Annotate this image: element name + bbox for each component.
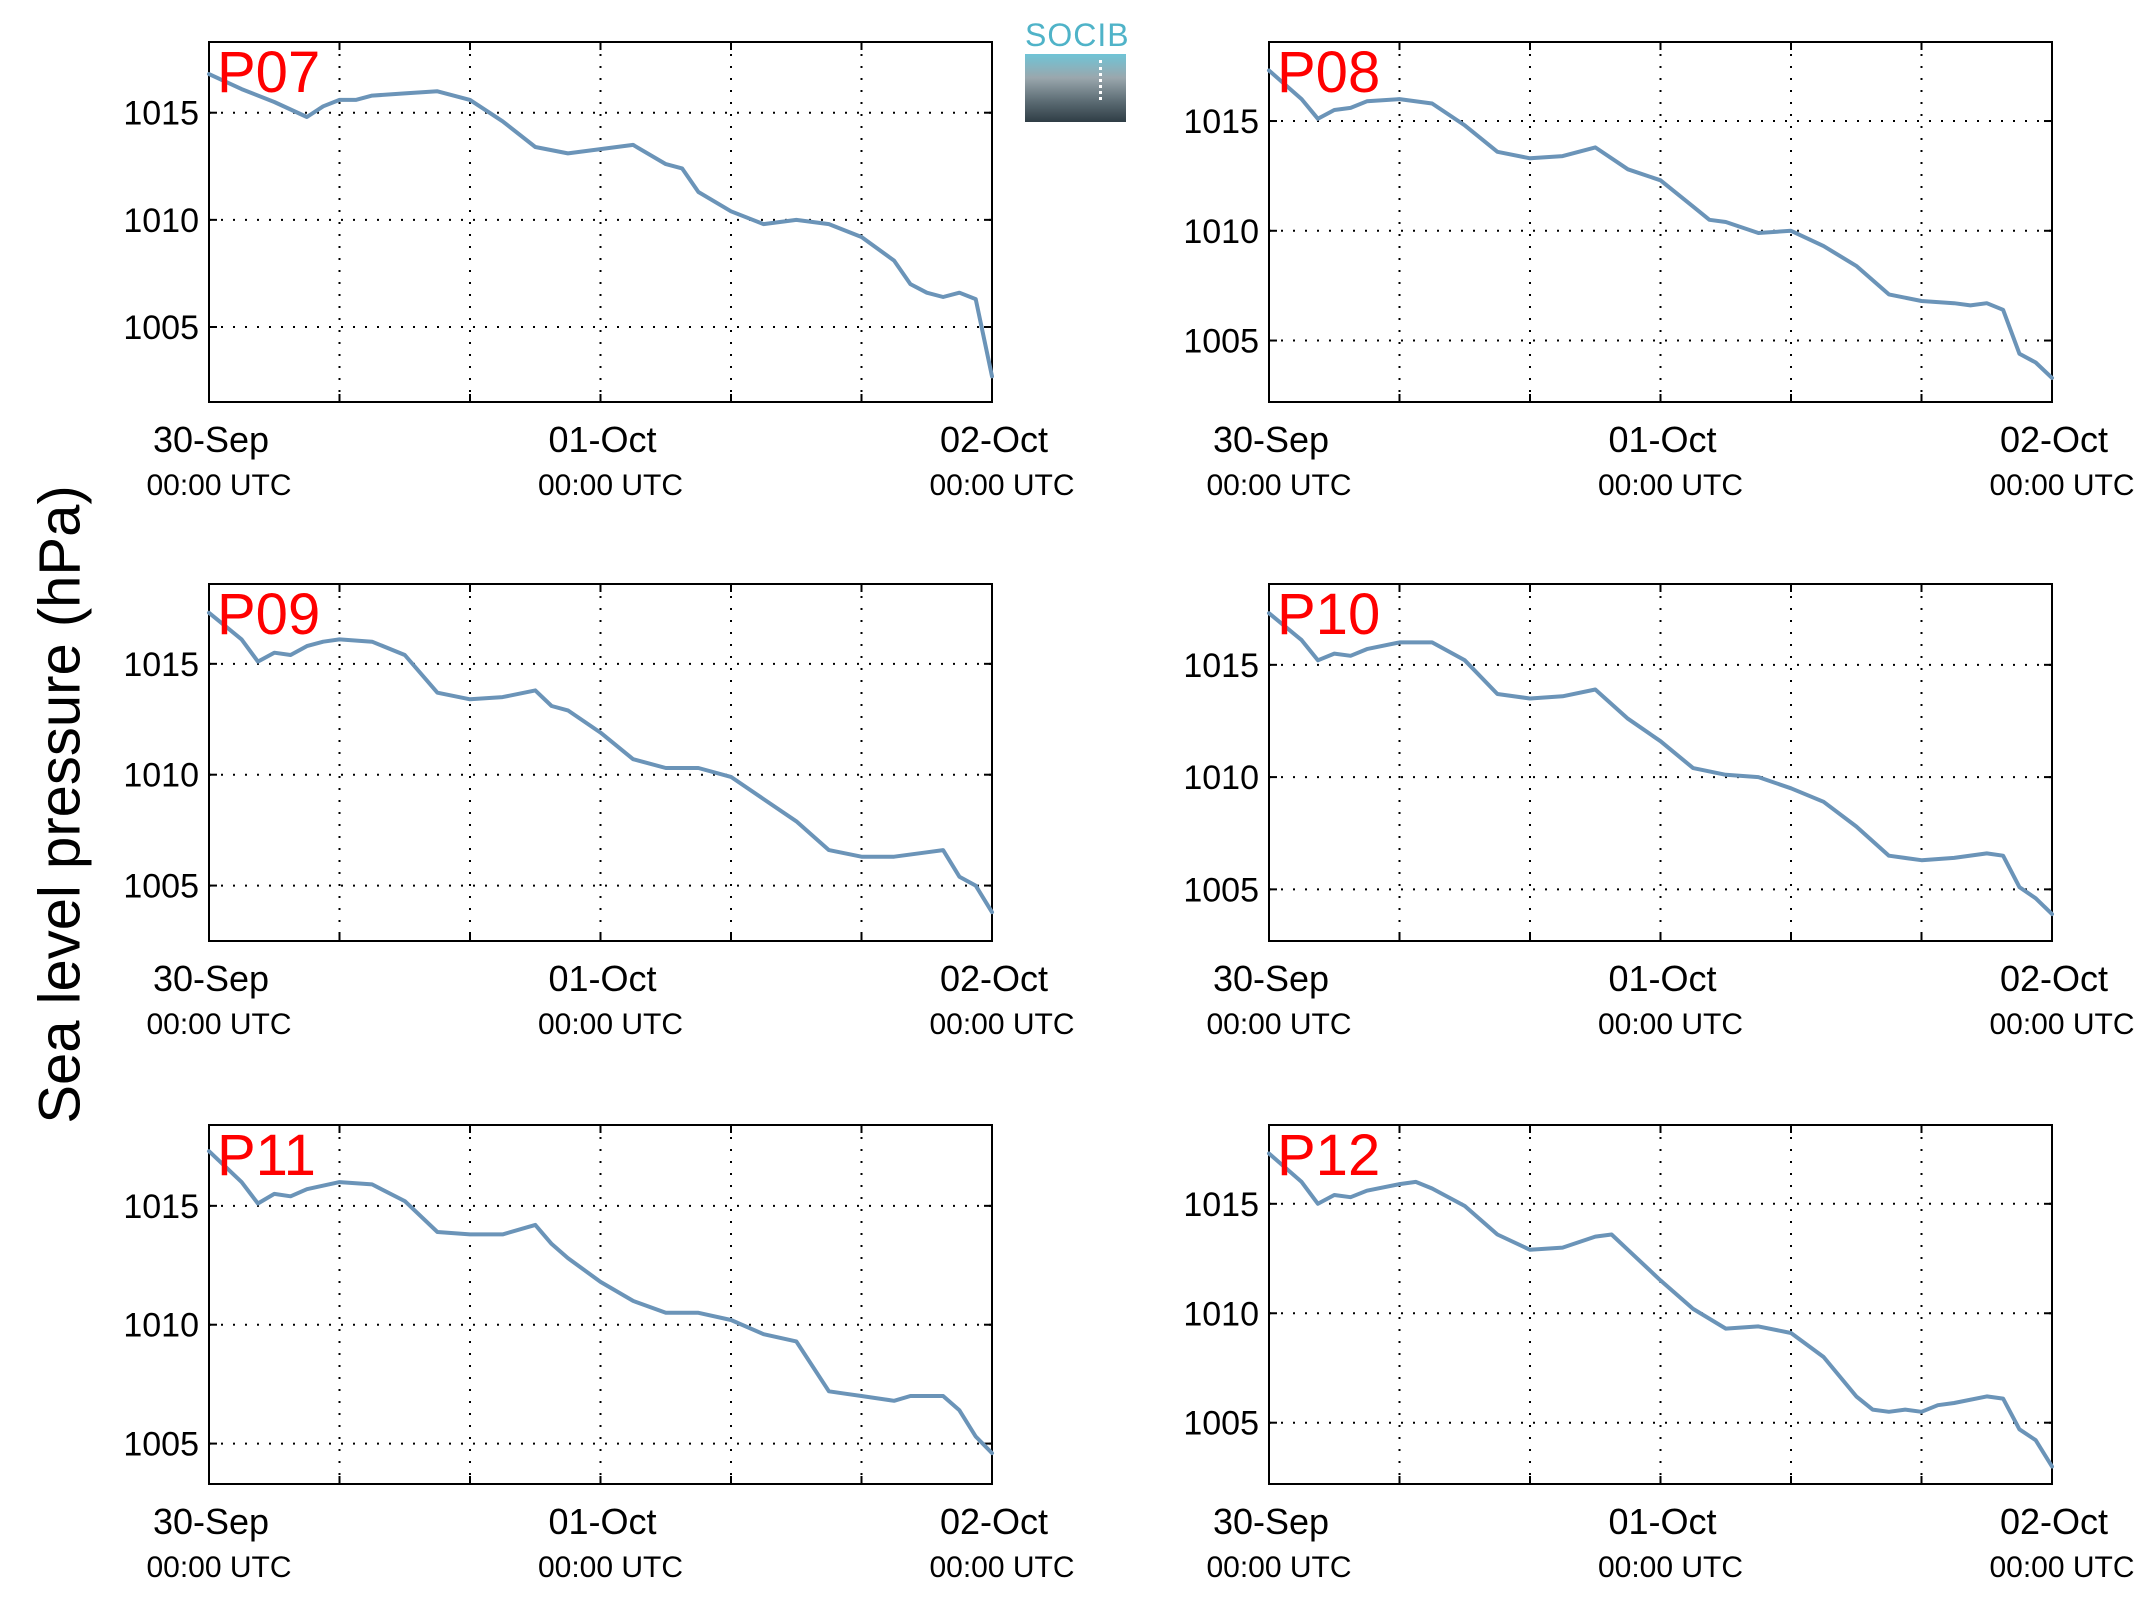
y-tick-label: 1015 xyxy=(123,646,199,684)
panel-label: P09 xyxy=(217,582,320,647)
panel-p12: 1005 1010 1015 30-Sep 00:00 UTC 01-Oct 00:00 U… xyxy=(1183,1123,2134,1584)
x-tick-sublabel: 00:00 UTC xyxy=(1206,1551,1351,1584)
y-tick-label: 1015 xyxy=(1183,103,1259,141)
x-tick-sublabel: 00:00 UTC xyxy=(1989,1551,2134,1584)
x-tick-label: 01-Oct xyxy=(1608,1501,1716,1542)
panel-p11: 1005 1010 1015 30-Sep 00:00 UTC 01-Oct 00:00 U… xyxy=(123,1123,1074,1584)
pressure-series-line xyxy=(1267,1151,2054,1469)
x-tick-label: 30-Sep xyxy=(1213,419,1329,460)
x-tick-label: 02-Oct xyxy=(2000,419,2108,460)
panel-p09: 1005 1010 1015 30-Sep 00:00 UTC 01-Oct 00:00 U… xyxy=(123,582,1074,1041)
x-tick-label: 30-Sep xyxy=(1213,1501,1329,1542)
logo-graphic xyxy=(1025,54,1126,122)
x-tick-label: 01-Oct xyxy=(1608,419,1716,460)
pressure-series-line xyxy=(207,1149,994,1456)
x-tick-label: 02-Oct xyxy=(2000,1501,2108,1542)
x-tick-sublabel: 00:00 UTC xyxy=(1598,469,1743,502)
x-tick-label: 30-Sep xyxy=(153,419,269,460)
y-tick-label: 1005 xyxy=(123,868,199,906)
plot-frame xyxy=(208,1124,993,1485)
y-tick-label: 1010 xyxy=(123,1307,199,1345)
plot-frame xyxy=(1268,1124,2053,1485)
pressure-series-line xyxy=(1267,68,2054,380)
y-tick-label: 1005 xyxy=(1183,871,1259,909)
x-tick-label: 30-Sep xyxy=(153,958,269,999)
panel-label: P11 xyxy=(217,1123,316,1188)
logo-text: SOCIB xyxy=(1025,17,1130,53)
panel-p07: 1005 1010 1015 30-Sep 00:00 UTC 01-Oct 00:00 U… xyxy=(123,40,1074,502)
y-tick-label: 1010 xyxy=(123,757,199,795)
x-tick-sublabel: 00:00 UTC xyxy=(929,1551,1074,1584)
y-tick-label: 1015 xyxy=(1183,647,1259,685)
x-tick-label: 01-Oct xyxy=(548,419,656,460)
y-tick-label: 1005 xyxy=(123,309,199,347)
plot-frame xyxy=(1268,583,2053,942)
plot-frame xyxy=(208,583,993,942)
y-axis-label-text: Sea level pressure (hPa) xyxy=(27,484,93,1124)
y-tick-label: 1010 xyxy=(1183,1295,1259,1333)
y-tick-label: 1015 xyxy=(123,1188,199,1226)
x-tick-label: 30-Sep xyxy=(1213,958,1329,999)
panel-p10: 1005 1010 1015 30-Sep 00:00 UTC 01-Oct 00:00 U… xyxy=(1183,582,2134,1041)
x-tick-sublabel: 00:00 UTC xyxy=(929,469,1074,502)
x-tick-sublabel: 00:00 UTC xyxy=(1206,469,1351,502)
y-tick-label: 1010 xyxy=(123,202,199,240)
y-tick-label: 1005 xyxy=(123,1426,199,1464)
socib-logo: SOCIB xyxy=(1025,17,1130,122)
x-tick-sublabel: 00:00 UTC xyxy=(538,1008,683,1041)
y-tick-label: 1005 xyxy=(1183,1405,1259,1443)
x-tick-sublabel: 00:00 UTC xyxy=(1598,1551,1743,1584)
y-tick-label: 1005 xyxy=(1183,323,1259,361)
y-tick-label: 1010 xyxy=(1183,759,1259,797)
x-tick-sublabel: 00:00 UTC xyxy=(146,1008,291,1041)
x-tick-label: 02-Oct xyxy=(940,1501,1048,1542)
x-tick-sublabel: 00:00 UTC xyxy=(1989,469,2134,502)
x-tick-sublabel: 00:00 UTC xyxy=(146,1551,291,1584)
y-tick-label: 1015 xyxy=(1183,1186,1259,1224)
x-tick-sublabel: 00:00 UTC xyxy=(146,469,291,502)
x-tick-label: 02-Oct xyxy=(2000,958,2108,999)
x-tick-sublabel: 00:00 UTC xyxy=(538,1551,683,1584)
x-tick-sublabel: 00:00 UTC xyxy=(538,469,683,502)
pressure-series-line xyxy=(207,610,994,915)
x-tick-sublabel: 00:00 UTC xyxy=(1598,1008,1743,1041)
x-tick-label: 01-Oct xyxy=(1608,958,1716,999)
x-tick-label: 02-Oct xyxy=(940,958,1048,999)
y-tick-label: 1010 xyxy=(1183,213,1259,251)
pressure-series-line xyxy=(207,72,994,379)
x-tick-label: 30-Sep xyxy=(153,1501,269,1542)
x-tick-label: 01-Oct xyxy=(548,958,656,999)
panel-label: P12 xyxy=(1277,1123,1380,1188)
x-tick-label: 02-Oct xyxy=(940,419,1048,460)
x-tick-label: 01-Oct xyxy=(548,1501,656,1542)
panel-p08: 1005 1010 1015 30-Sep 00:00 UTC 01-Oct 00:00 U… xyxy=(1183,40,2134,502)
panel-label: P10 xyxy=(1277,582,1380,647)
pressure-series-line xyxy=(1267,611,2054,917)
logo-dots xyxy=(1099,60,1102,100)
x-tick-sublabel: 00:00 UTC xyxy=(1989,1008,2134,1041)
x-tick-sublabel: 00:00 UTC xyxy=(929,1008,1074,1041)
panel-label: P07 xyxy=(217,40,320,105)
panel-label: P08 xyxy=(1277,40,1380,105)
y-tick-label: 1015 xyxy=(123,95,199,133)
x-tick-sublabel: 00:00 UTC xyxy=(1206,1008,1351,1041)
global-y-axis-label: Sea level pressure (hPa) xyxy=(0,0,120,1608)
